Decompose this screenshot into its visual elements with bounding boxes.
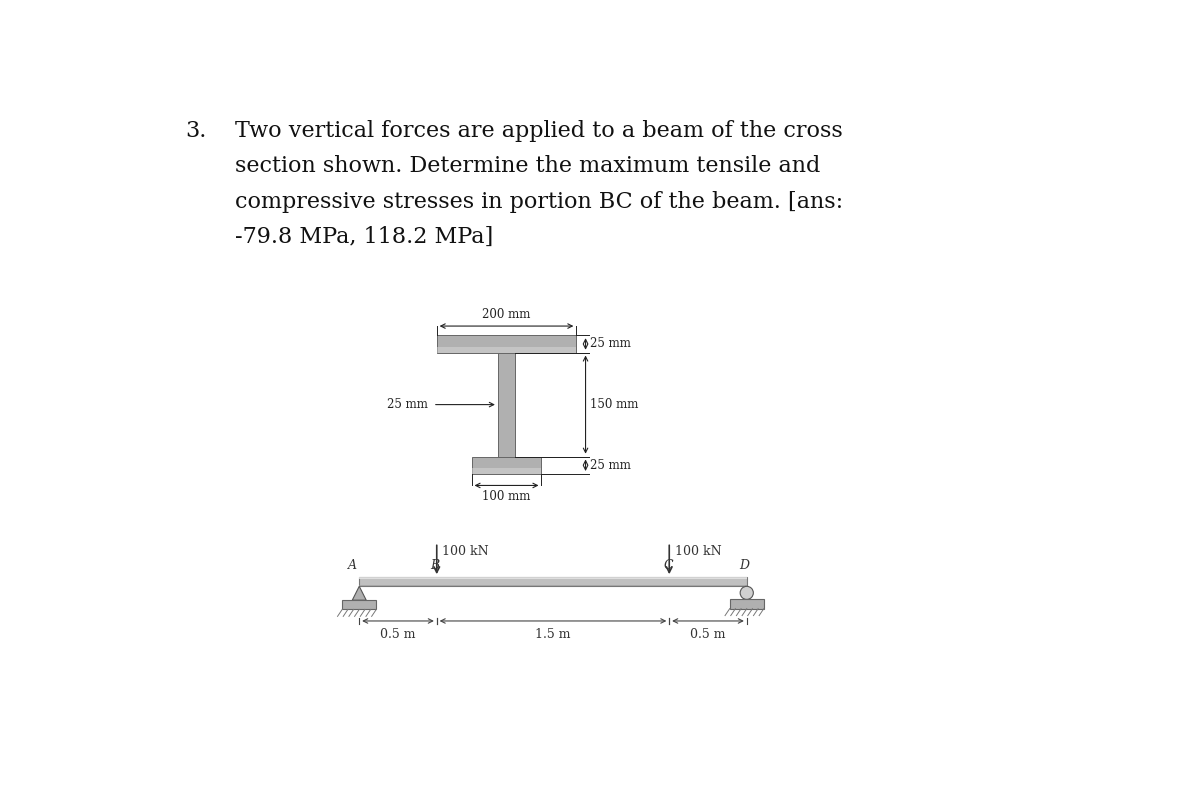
Text: 1.5 m: 1.5 m [535,628,571,641]
Text: compressive stresses in portion BC of the beam. [ans:: compressive stresses in portion BC of th… [235,191,844,213]
Text: 100 kN: 100 kN [442,545,488,558]
Bar [437,336,576,353]
Text: Two vertical forces are applied to a beam of the cross: Two vertical forces are applied to a bea… [235,120,842,142]
Text: A: A [348,559,358,572]
Bar [359,584,746,586]
Bar [359,577,746,579]
Circle shape [740,586,754,600]
Bar [359,577,746,586]
Text: 25 mm: 25 mm [590,337,631,350]
Text: 200 mm: 200 mm [482,308,530,321]
Bar [730,600,764,609]
Text: 100 mm: 100 mm [482,490,530,503]
Text: section shown. Determine the maximum tensile and: section shown. Determine the maximum ten… [235,155,821,177]
Text: 0.5 m: 0.5 m [690,628,726,641]
Bar [472,456,541,474]
Polygon shape [353,586,366,601]
Text: 3.: 3. [185,120,206,142]
Text: D: D [739,559,749,572]
Text: 0.5 m: 0.5 m [380,628,415,641]
Bar [342,601,377,609]
Bar [472,468,541,474]
Text: 150 mm: 150 mm [590,398,638,411]
Bar [437,347,576,353]
Text: 25 mm: 25 mm [388,398,428,411]
Text: 25 mm: 25 mm [590,459,631,472]
Bar [498,353,515,456]
Text: C: C [664,559,673,572]
Text: 100 kN: 100 kN [674,545,721,558]
Text: -79.8 MPa, 118.2 MPa]: -79.8 MPa, 118.2 MPa] [235,226,493,248]
Text: B: B [431,559,439,572]
